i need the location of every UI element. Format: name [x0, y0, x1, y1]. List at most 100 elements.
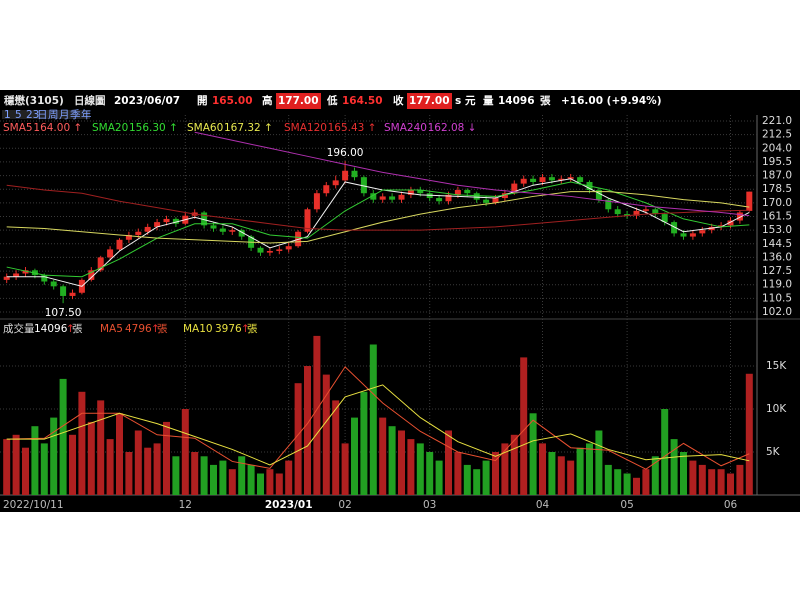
- candle-body: [219, 228, 226, 232]
- candle-body: [257, 247, 264, 253]
- volume-bar: [576, 447, 584, 495]
- volume-bar: [698, 464, 706, 495]
- candle-body: [511, 183, 518, 194]
- volume-bar: [304, 366, 311, 495]
- y-tick-label: 161.5: [762, 211, 792, 223]
- candle-body: [464, 190, 471, 194]
- x-tick-label: 2022/10/11: [3, 499, 64, 511]
- volume-bar: [708, 469, 716, 495]
- legend-arrow: ↓: [468, 122, 477, 134]
- legend-name: SMA60: [187, 122, 223, 134]
- candle-body: [360, 177, 367, 194]
- volume-bar: [238, 456, 246, 495]
- period-button: 月: [59, 109, 70, 121]
- volume-bar: [181, 409, 189, 495]
- legend-name: SMA20: [92, 122, 128, 134]
- volume-bar: [275, 473, 283, 495]
- period: 日線圖: [74, 94, 106, 107]
- legend-arrow: ↑: [73, 122, 82, 134]
- candle-body: [718, 225, 725, 227]
- candle-body: [116, 239, 123, 250]
- candle-body: [125, 234, 132, 240]
- legend-value: 165.43: [328, 122, 365, 134]
- close-label: 收: [393, 94, 404, 107]
- volume-bar: [529, 413, 537, 495]
- volume-bar: [134, 430, 142, 495]
- y-tick-label: 15K: [766, 360, 787, 372]
- x-tick-label: 06: [724, 499, 738, 511]
- volume-bar: [689, 460, 697, 495]
- annotation: 196.00: [327, 147, 364, 159]
- ma-line: [6, 184, 750, 231]
- volume-bar: [473, 469, 481, 495]
- volume-bar: [3, 439, 11, 495]
- volume-bar: [78, 391, 86, 495]
- volume-bar: [745, 373, 753, 495]
- volume-bar: [163, 421, 170, 495]
- legend-name: SMA120: [284, 122, 327, 134]
- ma-line: [6, 384, 750, 466]
- volume-bar: [680, 452, 687, 495]
- candle-body: [633, 210, 640, 216]
- candle-body: [680, 233, 687, 237]
- annotation: 107.50: [45, 307, 82, 319]
- candle-body: [614, 209, 621, 215]
- y-tick-label: 187.0: [762, 170, 792, 182]
- candle-body: [285, 246, 292, 250]
- volume-bar: [454, 452, 462, 495]
- volume-bar: [172, 456, 180, 495]
- volume-bar: [482, 460, 490, 495]
- volume-arrow: ↑: [66, 323, 75, 335]
- volume-title: 成交量: [3, 322, 35, 335]
- volume-bar: [266, 469, 274, 495]
- volume-bar: [736, 464, 744, 495]
- candle-body: [454, 190, 461, 195]
- x-tick-label: 02: [338, 499, 351, 511]
- candle-body: [407, 190, 414, 195]
- volume-bar: [153, 443, 161, 495]
- ma-line: [194, 131, 750, 217]
- candle-body: [97, 257, 104, 271]
- high-label: 高: [262, 94, 273, 107]
- candle-body: [727, 220, 734, 226]
- volume-bar: [717, 469, 725, 495]
- candle-body: [501, 193, 508, 199]
- close: 177.00: [409, 95, 450, 107]
- legend-value: 3976: [215, 323, 242, 335]
- volume-bar: [492, 452, 499, 495]
- y-tick-label: 136.0: [762, 251, 792, 263]
- y-tick-label: 10K: [766, 403, 787, 415]
- close-box: [407, 93, 452, 109]
- volume-bar: [332, 400, 340, 495]
- x-tick-label: 12: [179, 499, 192, 511]
- volume-bar: [210, 464, 217, 495]
- candle-body: [201, 212, 208, 226]
- candle-body: [652, 209, 659, 215]
- y-tick-label: 195.5: [762, 156, 792, 168]
- volume-bar: [144, 447, 152, 495]
- volume-bar: [463, 464, 471, 495]
- candle-body: [266, 251, 273, 253]
- volume-bar: [379, 417, 387, 495]
- volume-bar: [40, 443, 48, 495]
- y-tick-label: 178.5: [762, 183, 792, 195]
- volume-bar: [69, 434, 76, 495]
- candle-body: [605, 199, 612, 210]
- volume-bar: [97, 400, 105, 495]
- volume-bar: [586, 443, 593, 495]
- volume-bar: [548, 452, 556, 495]
- volume-bar: [247, 464, 255, 495]
- volume-unit: 張: [540, 95, 551, 107]
- candle-body: [370, 193, 377, 200]
- volume-bar: [219, 460, 227, 495]
- candle-body: [577, 177, 584, 182]
- period-button: 日: [37, 109, 48, 121]
- volume-bar: [360, 391, 368, 495]
- date: 2023/06/07: [114, 95, 180, 107]
- volume-bar: [59, 378, 67, 495]
- candle-body: [661, 214, 668, 223]
- candle-body: [163, 218, 170, 223]
- candle-body: [229, 230, 236, 232]
- x-tick-label: 04: [536, 499, 550, 511]
